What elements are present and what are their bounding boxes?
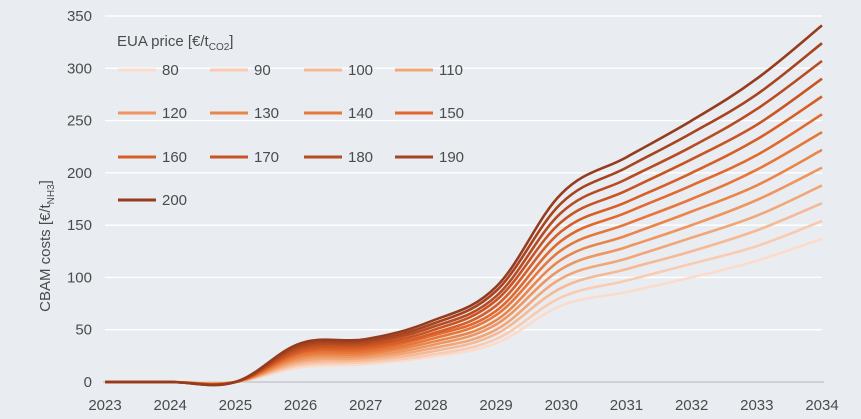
legend: EUA price [€/tCO2] 80 90 100 110 120 130 140 150…: [117, 33, 464, 209]
y-tick-label: 300: [67, 60, 92, 77]
legend-title: EUA price [€/tCO2]: [117, 33, 233, 53]
y-tick-label: 200: [67, 165, 92, 182]
legend-label: 150: [439, 105, 464, 122]
x-tick-label: 2028: [414, 397, 447, 414]
axes: 0 50 100 150 200 250 300 350 2023 2024 2025 2026 202…: [67, 8, 839, 414]
x-tick-label: 2034: [805, 397, 838, 414]
y-axis-label: CBAM costs [€/tNH3]: [37, 180, 57, 312]
grid-lines: [105, 15, 822, 331]
y-tick-label: 250: [67, 113, 92, 130]
y-tick-label: 100: [67, 269, 92, 286]
series-line-80: [105, 237, 823, 385]
legend-label: 80: [162, 62, 179, 79]
legend-label: 200: [162, 192, 187, 209]
series-line-200: [105, 24, 823, 387]
series-line-110: [105, 184, 823, 385]
legend-label: 190: [439, 149, 464, 166]
legend-label: 170: [254, 149, 279, 166]
x-tick-label: 2032: [675, 397, 708, 414]
y-tick-label: 350: [67, 8, 92, 25]
x-tick-label: 2031: [610, 397, 643, 414]
x-tick-label: 2026: [284, 397, 317, 414]
x-tick-label: 2027: [349, 397, 382, 414]
legend-label: 180: [348, 149, 373, 166]
y-tick-label: 150: [67, 217, 92, 234]
x-tick-label: 2030: [545, 397, 578, 414]
y-tick-label: 0: [84, 374, 92, 391]
legend-label: 140: [348, 105, 373, 122]
legend-label: 120: [162, 105, 187, 122]
legend-label: 100: [348, 62, 373, 79]
x-tick-label: 2023: [88, 397, 121, 414]
x-tick-label: 2024: [153, 397, 186, 414]
legend-label: 130: [254, 105, 279, 122]
legend-label: 160: [162, 149, 187, 166]
x-tick-label: 2025: [219, 397, 252, 414]
series-lines: [105, 24, 823, 387]
x-tick-label: 2033: [740, 397, 773, 414]
y-tick-label: 50: [75, 322, 92, 339]
legend-label: 90: [254, 62, 271, 79]
legend-label: 110: [439, 62, 463, 79]
x-tick-label: 2029: [479, 397, 512, 414]
